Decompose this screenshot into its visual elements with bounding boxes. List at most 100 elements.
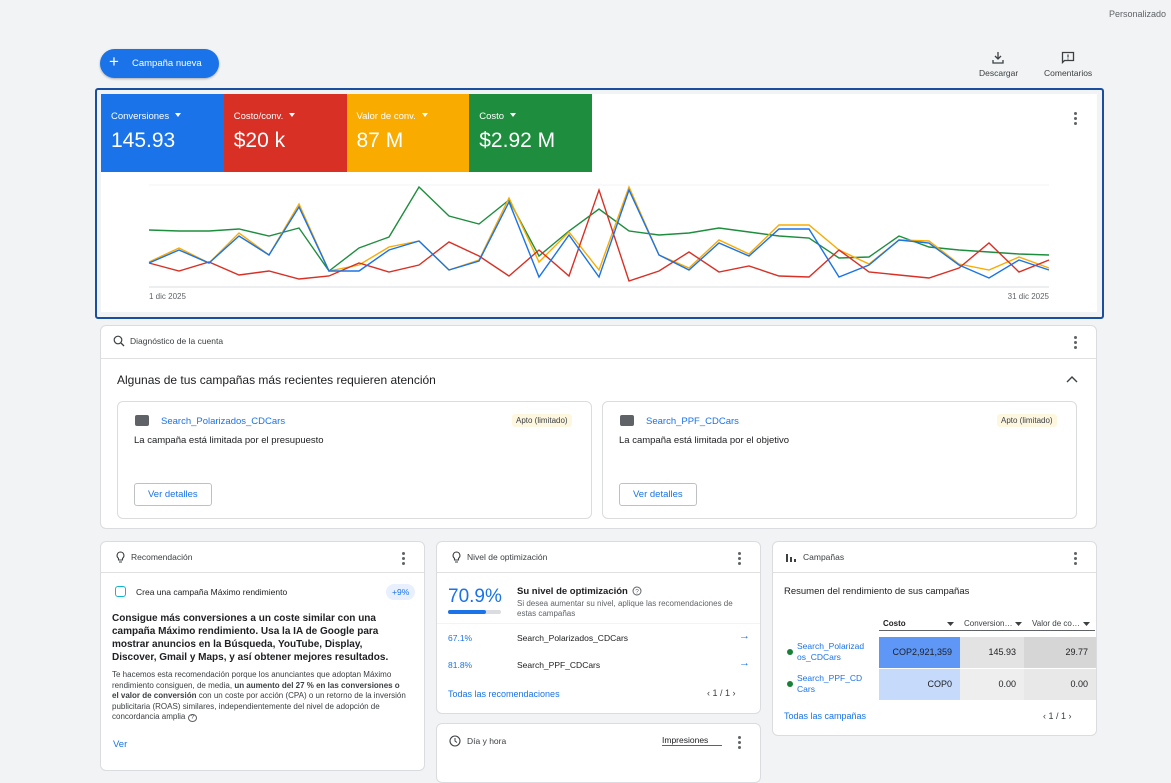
column-header[interactable]: Costo (883, 619, 906, 628)
metric-total: 87 M (356, 129, 404, 152)
metric-dropdown[interactable]: Impresiones (662, 735, 723, 746)
column-header[interactable]: Conversion… (964, 619, 1013, 628)
recommendation-detail: Te hacemos esta recomendación porque los… (112, 670, 407, 724)
conversions-cell: 145.93 (960, 637, 1024, 668)
button-label: Campaña nueva (132, 58, 202, 69)
column-header[interactable]: Valor de co… (1032, 619, 1080, 628)
help-icon[interactable]: ? (632, 586, 642, 596)
new-campaign-button[interactable]: + Campaña nueva (100, 49, 219, 78)
issue-message: La campaña está limitada por el presupue… (134, 435, 324, 446)
optimization-card: Nivel de optimización 70.9% Su nivel de … (436, 541, 761, 714)
arrow-link[interactable]: → (739, 630, 750, 642)
card-title: Nivel de optimización (467, 552, 548, 562)
campaigns-card: Campañas Resumen del rendimiento de sus … (772, 541, 1097, 736)
diagnostics-card: Diagnóstico de la cuenta Algunas de tus … (100, 325, 1097, 529)
card-title: Recomendación (131, 552, 193, 562)
details-button[interactable]: Ver detalles (134, 483, 212, 506)
details-button[interactable]: Ver detalles (619, 483, 697, 506)
score-bar (448, 610, 486, 614)
card-title: Día y hora (467, 736, 507, 746)
view-selector[interactable]: Personalizado (1109, 9, 1167, 19)
menu-button[interactable] (738, 736, 741, 751)
menu-button[interactable] (738, 552, 741, 567)
all-recommendations-link[interactable]: Todas las recomendaciones (448, 689, 560, 699)
cost-cell: COP0 (879, 669, 960, 700)
series-line (148, 185, 1050, 272)
issue-card: Search_Polarizados_CDCars Apto (limitado… (117, 401, 592, 519)
pagination: ‹ 1 / 1 › (1043, 711, 1072, 721)
card-subtitle: Resumen del rendimiento de sus campañas (784, 586, 970, 597)
cost-cell: COP2,921,359 (879, 637, 960, 668)
clock-icon (449, 735, 461, 747)
diagnostics-icon (113, 335, 125, 347)
divider (437, 623, 760, 624)
campaign-link[interactable]: Search_PPF_CDCars (797, 673, 863, 694)
recommendation-item: Crea una campaña Máximo rendimiento (136, 587, 288, 597)
header-rule (879, 630, 1095, 631)
divider (101, 358, 1096, 359)
collapse-icon[interactable] (1066, 375, 1078, 383)
status-badge: Apto (limitado) (997, 414, 1057, 427)
recommendation-card: Recomendación Crea una campaña Máximo re… (100, 541, 425, 771)
status-dot (787, 681, 793, 687)
bulb-icon (452, 551, 461, 563)
menu-button[interactable] (1074, 336, 1077, 351)
detail-text: con un coste por acción (CPA) o un retor… (112, 691, 406, 721)
metric-tile[interactable]: Costo $2.92 M (469, 94, 593, 172)
diagnostics-heading: Algunas de tus campañas más recientes re… (117, 373, 436, 387)
pmax-icon (115, 586, 126, 597)
issue-card: Search_PPF_CDCars Apto (limitado) La cam… (602, 401, 1077, 519)
value-cell: 29.77 (1024, 637, 1096, 668)
page: Personalizado + Campaña nueva Descargar … (0, 0, 1171, 747)
metric-tile[interactable]: Valor de conv. 87 M (346, 94, 470, 172)
feedback-icon[interactable] (1061, 51, 1075, 64)
pagination-text: 1 / 1 (1048, 711, 1067, 721)
x-tick-label: 1 dic 2025 (149, 292, 186, 301)
metric-tile[interactable]: Conversiones 145.93 (101, 94, 224, 172)
detail-bold: un aumento del 27 % en las conversiones … (112, 680, 400, 701)
campaign-score: 67.1% (448, 633, 473, 643)
legend-label: Valor de conv. (357, 111, 428, 122)
plus-icon: + (109, 52, 119, 71)
detail-text: Te hacemos esta recomendación porque los… (112, 670, 392, 690)
campaign-link[interactable]: Search_Polarizados_CDCars (797, 641, 865, 662)
menu-button[interactable] (1074, 552, 1077, 567)
line-chart: 1 dic 2025 31 dic 2025 (148, 184, 1050, 301)
help-icon[interactable]: ? (187, 714, 197, 722)
divider (437, 572, 760, 573)
feedback-label[interactable]: Comentarios (1044, 68, 1093, 78)
legend-label: Costo/conv. (234, 111, 295, 122)
score-description: Si desea aumentar su nivel, aplique las … (517, 599, 733, 618)
divider (101, 572, 424, 573)
conversions-cell: 0.00 (960, 669, 1024, 700)
status-badge: Apto (limitado) (512, 414, 572, 427)
series-line (148, 187, 1050, 282)
sort-arrows (947, 622, 1090, 626)
bulb-icon (116, 551, 125, 563)
value-cell: 0.00 (1024, 669, 1096, 700)
card-title: Campañas (803, 552, 845, 562)
download-icon[interactable] (991, 51, 1005, 64)
status-dot (787, 649, 793, 655)
metric-tile[interactable]: Costo/conv. $20 k (223, 94, 347, 172)
search-icon (135, 415, 149, 426)
campaign-link[interactable]: Search_Polarizados_CDCars (161, 416, 286, 427)
metric-total: $20 k (233, 129, 286, 152)
search-icon (620, 415, 634, 426)
campaign-score: 81.8% (448, 660, 473, 670)
arrow-link[interactable]: → (739, 657, 750, 669)
download-label[interactable]: Descargar (979, 68, 1019, 78)
optimization-score: 70.9% (448, 586, 502, 607)
x-tick-label: 31 dic 2025 (1008, 292, 1050, 301)
menu-button[interactable] (402, 552, 405, 567)
campaign-name: Search_Polarizados_CDCars (517, 633, 629, 643)
view-link[interactable]: Ver (113, 739, 128, 750)
chart-frame (95, 88, 1104, 319)
all-campaigns-link[interactable]: Todas las campañas (784, 711, 867, 721)
score-heading: Su nivel de optimización (517, 586, 628, 597)
divider (773, 572, 1096, 573)
pagination: ‹ 1 / 1 › (707, 688, 736, 698)
campaign-link[interactable]: Search_PPF_CDCars (646, 416, 739, 427)
menu-button[interactable] (1074, 112, 1077, 127)
svg-text:?: ? (635, 589, 639, 596)
